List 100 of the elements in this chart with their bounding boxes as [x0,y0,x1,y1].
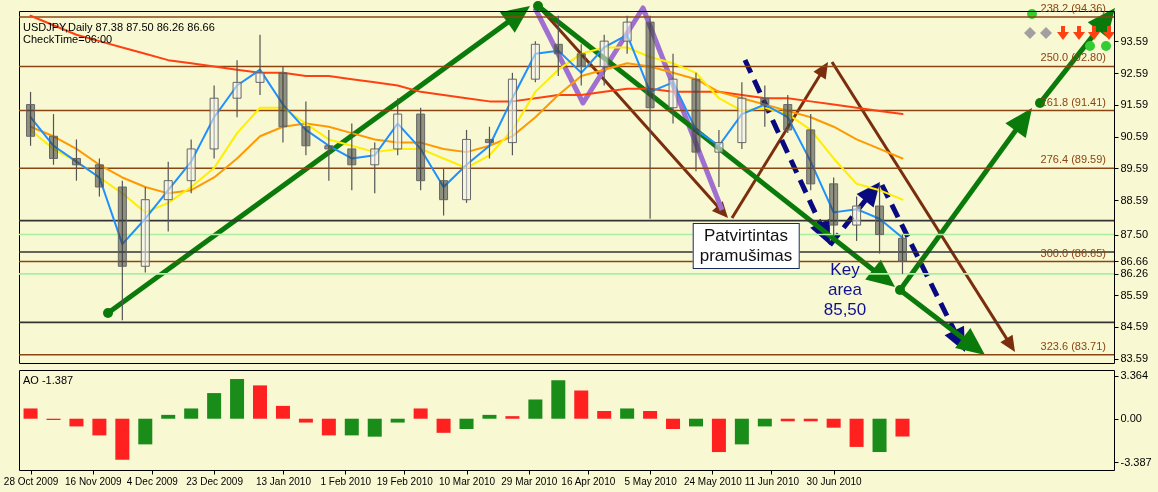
candlestick [530,40,540,83]
candlestick [691,72,701,172]
bar [413,408,428,419]
bar [344,418,359,436]
candlestick [140,186,150,274]
x-tick-label: 23 Dec 2009 [186,475,244,487]
ref-line-label: 238.2 (94.36) [1040,2,1106,15]
candlestick [439,167,449,217]
candlestick [26,91,36,147]
y-tick-label: 92.59 [1120,66,1149,79]
annotation: Patvirtintas pramušimas [692,223,800,269]
bar [711,418,726,453]
ref-line-label: 276.4 (89.59) [1040,153,1106,166]
candlestick [163,161,173,232]
candlestick [806,113,816,191]
bar [849,418,864,447]
x-tick-label: 30 Jun 2010 [806,475,863,487]
bar [482,414,497,419]
y-tick-label: 90.59 [1120,130,1149,143]
bar [161,414,176,419]
bar [390,418,405,423]
candlestick [599,34,609,87]
bar [643,411,658,419]
candlestick [416,107,426,191]
bar [574,390,589,419]
x-tick-label: 19 Feb 2010 [376,475,434,487]
bar [253,385,268,419]
candlestick [760,84,770,128]
bar [597,411,612,419]
candlestick [668,53,678,125]
y-tick-label: 89.59 [1120,161,1149,174]
bar [115,418,130,460]
bar [826,418,841,428]
bar [551,380,566,419]
candlestick [783,94,793,134]
candlestick [49,113,58,166]
candlestick [232,59,242,118]
candlestick [301,100,311,156]
bar [757,418,772,427]
bar [138,418,153,445]
y-tick-label: 84.59 [1120,320,1149,333]
y-tick-label: 88.59 [1120,193,1149,206]
x-tick-label: 24 May 2010 [683,475,743,487]
candlestick [393,97,403,156]
ref-line-label: 323.6 (83.71) [1040,339,1106,352]
candlestick [737,81,747,150]
x-tick-label: 4 Dec 2009 [126,475,179,487]
bar [275,405,290,419]
bar [528,399,543,419]
candlestick [553,15,563,77]
candlestick [324,129,334,182]
bar [620,408,635,419]
y-tick-label: -3.387 [1120,455,1152,468]
candlestick [852,195,862,242]
y-tick-label: 91.59 [1120,98,1149,111]
x-tick-label: 1 Feb 2010 [320,475,372,487]
candlestick [622,15,632,55]
x-tick-label: 10 Mar 2010 [438,475,496,487]
candlestick [507,72,517,156]
candlestick [347,122,357,191]
y-tick-label: 3.364 [1120,369,1149,382]
x-tick-label: 29 Mar 2010 [501,475,558,487]
y-tick-label: 86.26 [1120,267,1149,280]
bar [734,418,749,445]
candlestick [94,157,104,198]
candlestick [255,34,265,96]
candlestick [576,43,586,87]
candlestick [209,84,219,160]
bar [207,393,222,419]
bar [688,418,703,427]
y-tick-label: 83.59 [1120,352,1149,365]
candlestick [484,126,494,160]
x-tick-label: 13 Jan 2010 [255,475,312,487]
x-tick-label: 5 May 2010 [624,475,678,487]
y-tick-label: 87.50 [1120,228,1149,241]
y-tick-label: 86.66 [1120,254,1149,267]
bar [184,408,199,419]
candlestick [71,138,81,182]
y-tick-label: 85.59 [1120,288,1149,301]
bar [666,418,681,429]
bar [872,418,887,453]
candlestick [370,142,380,194]
bar [23,408,38,419]
bar [92,418,107,436]
candlestick [278,65,288,144]
candlestick [186,138,196,194]
bar [230,378,245,419]
x-tick-label: 28 Oct 2009 [3,475,59,487]
bar [505,416,520,419]
bar [298,418,313,423]
x-tick-label: 11 Jun 2010 [744,475,800,487]
candlestick [714,129,724,188]
x-tick-label: 16 Apr 2010 [561,475,616,487]
x-tick-label: 16 Nov 2009 [64,475,123,487]
bar [436,418,451,433]
chart-title: AO -1.387 [23,373,74,386]
annotation: Key area 85,50 [823,260,867,320]
bar [367,418,382,437]
bar [321,418,336,436]
bar [69,418,84,427]
